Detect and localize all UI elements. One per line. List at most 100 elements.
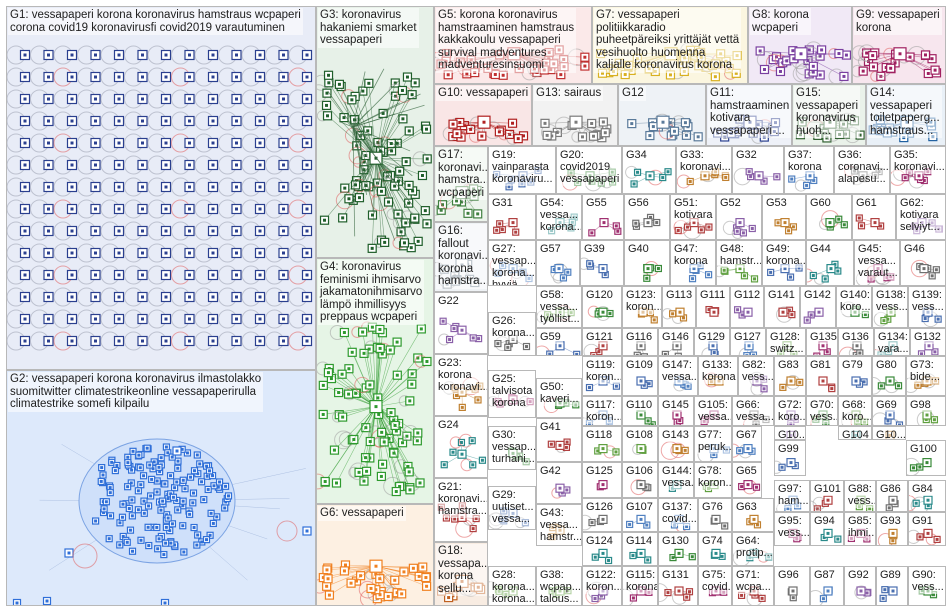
- graph-node-core: [115, 464, 119, 468]
- graph-node-core: [636, 170, 640, 174]
- graph-node-core: [616, 229, 620, 233]
- group-label: G129: [696, 330, 727, 344]
- graph-node-core: [209, 511, 213, 515]
- graph-node-core: [117, 229, 121, 233]
- graph-node-core: [117, 97, 121, 101]
- graph-node-core: [169, 474, 173, 478]
- graph-edge: [352, 126, 356, 237]
- graph-node-core: [560, 491, 564, 495]
- group-box-g87: G87: [810, 566, 844, 606]
- graph-node-core: [117, 339, 121, 343]
- graph-node-core: [125, 540, 129, 544]
- graph-node-core: [448, 338, 452, 342]
- graph-node-core: [469, 127, 473, 131]
- graph-node-core: [926, 531, 930, 535]
- graph-node-core: [886, 419, 890, 423]
- graph-node-core: [663, 352, 667, 355]
- graph-node-core: [226, 494, 230, 498]
- graph-node-core: [47, 295, 50, 299]
- group-box-g44: G44: [806, 240, 854, 286]
- group-label: G60: [808, 196, 833, 210]
- graph-node-core: [321, 383, 325, 387]
- graph-node-core: [805, 318, 809, 322]
- graph-node-core: [164, 185, 168, 189]
- graph-node-core: [587, 386, 591, 390]
- group-label: G78: koron...: [696, 464, 731, 490]
- graph-node: [743, 352, 751, 355]
- group-box-g69: G69: [872, 396, 906, 426]
- graph-node-core: [671, 556, 675, 560]
- graph-node-core: [649, 215, 653, 219]
- graph-node-core: [305, 119, 309, 123]
- group-box-g123: G123: koron...: [622, 286, 662, 328]
- graph-node-core: [661, 176, 665, 180]
- graph-node-core: [342, 331, 346, 335]
- graph-node-core: [343, 563, 347, 567]
- graph-node-core: [808, 174, 812, 178]
- group-label: G94: [812, 514, 837, 528]
- graph-edge: [339, 121, 354, 128]
- group-box-g52: G52: [716, 194, 762, 240]
- group-nodes-g83: [779, 374, 804, 391]
- graph-node-core: [325, 91, 329, 95]
- group-nodes-g124: [591, 548, 613, 565]
- graph-node-core: [258, 317, 262, 321]
- graph-node-core: [211, 295, 215, 299]
- graph-node-core: [47, 119, 50, 123]
- graph-node-core: [104, 500, 108, 504]
- group-box-g83: G83: [774, 356, 806, 396]
- graph-node-core: [189, 475, 193, 479]
- graph-node-core: [780, 465, 784, 469]
- group-label: G14: vessapaperi toiletpaperg... hamstra…: [868, 86, 942, 138]
- graph-node-core: [180, 447, 184, 451]
- graph-node-core: [742, 274, 746, 278]
- graph-node-core: [361, 89, 365, 93]
- group-label: G40: [626, 242, 651, 256]
- graph-node-core: [350, 350, 354, 354]
- graph-edge: [352, 126, 368, 196]
- graph-node-core: [117, 207, 121, 211]
- graph-node-core: [148, 463, 152, 467]
- graph-node-core: [70, 251, 74, 255]
- graph-node-core: [377, 412, 381, 416]
- group-box-g74: G74: [698, 532, 732, 566]
- group-box-g102: G10... pers...: [774, 426, 806, 440]
- group-box-g117: G117: koron...: [582, 396, 622, 426]
- graph-node-core: [47, 339, 50, 343]
- graph-node-core: [522, 134, 526, 138]
- group-box-g94: G94: [810, 512, 844, 546]
- group-label: G10... pers...: [776, 428, 805, 439]
- graph-node-core: [601, 120, 605, 124]
- graph-node-core: [713, 75, 717, 79]
- group-nodes-g80: [873, 376, 903, 395]
- graph-node-core: [329, 377, 333, 381]
- group-label: G95: vess...: [776, 514, 810, 540]
- graph-node-core: [745, 354, 749, 355]
- graph-node-core: [683, 121, 687, 125]
- graph-node-core: [370, 325, 374, 329]
- graph-node-core: [158, 470, 162, 474]
- group-box-g84: G84: [908, 480, 946, 512]
- graph-node-core: [326, 577, 330, 581]
- graph-node-core: [416, 431, 420, 435]
- graph-node-core: [408, 399, 412, 403]
- graph-node-core: [914, 501, 918, 505]
- graph-node-core: [305, 141, 309, 145]
- graph-edge: [352, 126, 411, 152]
- group-label: G114: [624, 534, 655, 548]
- graph-node-core: [380, 430, 384, 434]
- graph-node-core: [707, 273, 711, 277]
- graph-node-core: [282, 295, 285, 299]
- graph-node-core: [442, 463, 446, 467]
- group-nodes-g39: [581, 257, 609, 279]
- group-box-g28: G28: korona... korona...: [488, 566, 536, 606]
- group-nodes-g57: [550, 263, 572, 284]
- group-nodes-g61: [855, 214, 885, 230]
- graph-node-core: [639, 517, 643, 521]
- group-label: G98: [908, 398, 933, 412]
- graph-node-core: [191, 491, 195, 495]
- graph-node-core: [235, 229, 238, 233]
- group-box-g57: G57: [536, 240, 580, 286]
- graph-node-core: [601, 344, 605, 348]
- graph-node-core: [108, 491, 112, 495]
